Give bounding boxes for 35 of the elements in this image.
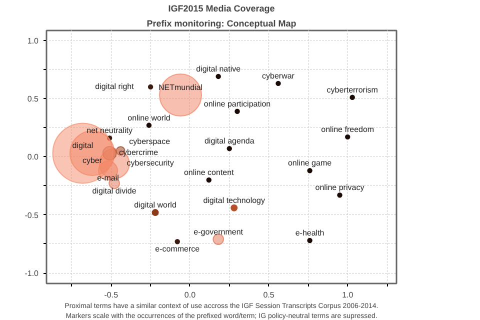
y-tick-label: 0.5	[27, 94, 40, 104]
x-tick-label: 0.0	[184, 290, 196, 300]
data-label: digital agenda	[204, 136, 255, 146]
data-label: online game	[288, 158, 332, 168]
data-label: e-commerce	[155, 244, 200, 254]
data-label: cyber	[82, 156, 102, 166]
data-label: cyberspace	[129, 136, 171, 146]
data-label: digital right	[95, 82, 135, 91]
chart-subtitle: Prefix monitoring: Conceptual Map	[146, 18, 297, 28]
data-label: NETmundial	[158, 83, 203, 92]
y-tick-label: -1.0	[24, 269, 40, 278]
y-tick-label: 0.0	[27, 152, 40, 162]
data-label: digital	[72, 141, 94, 150]
data-label: digital world	[134, 200, 176, 210]
data-label: online world	[128, 113, 170, 122]
data-label: cyberterrorism	[326, 85, 378, 94]
data-label: digital technology	[203, 196, 266, 205]
x-tick-label: 1.0	[342, 290, 354, 300]
data-label: online participation	[204, 99, 271, 108]
chart-title: IGF2015 Media Coverage	[168, 4, 275, 14]
data-label: online freedom	[321, 124, 374, 134]
data-label: net neutrality	[86, 126, 132, 136]
data-label: e-mail	[97, 174, 120, 183]
y-tick-label: -0.5	[24, 210, 40, 220]
y-tick-label: 1.0	[27, 36, 40, 46]
data-label: e-government	[194, 227, 244, 236]
data-label: online privacy	[315, 183, 364, 192]
x-tick-label: -0.5	[104, 290, 119, 300]
x-tick-label: 0.5	[263, 290, 275, 300]
data-label: e-health	[295, 228, 324, 238]
data-label: digital divide	[92, 186, 137, 196]
data-label: digital native	[196, 64, 242, 74]
data-label: online content	[184, 168, 235, 177]
data-label: cybersecurity	[126, 158, 174, 168]
data-label: cyberwar	[262, 71, 295, 80]
